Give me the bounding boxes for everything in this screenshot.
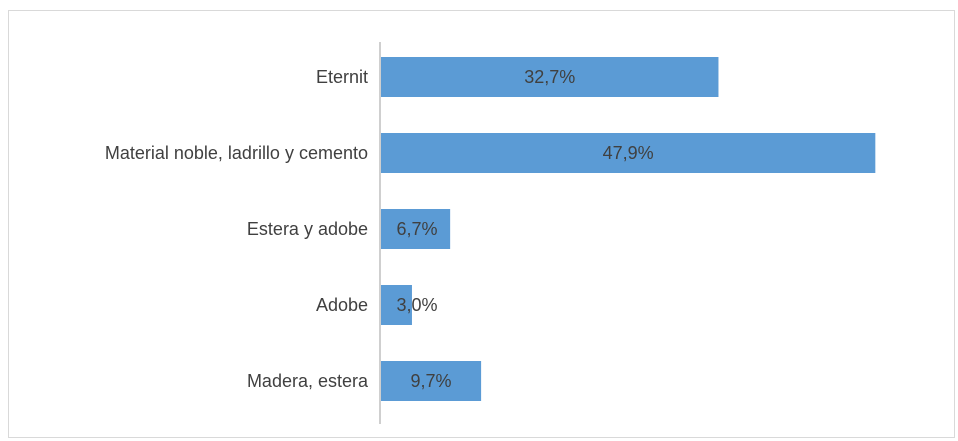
category-label-adobe: Adobe — [316, 295, 368, 315]
bars-group — [381, 57, 876, 401]
bar-material-noble-ladrillo-y-cemento — [381, 133, 876, 173]
data-label-eternit: 32,7% — [524, 67, 575, 87]
bar-madera-estera — [381, 361, 482, 401]
bar-estera-y-adobe — [381, 209, 451, 249]
data-label-estera-y-adobe: 6,7% — [396, 219, 437, 239]
category-labels-group: Eternit Material noble, ladrillo y cement… — [105, 67, 369, 391]
data-label-adobe: 3,0% — [396, 295, 437, 315]
bar-eternit — [381, 57, 719, 97]
data-labels-group: 32,7% 47,9% 6,7% 3,0% 9,7% — [396, 67, 653, 391]
data-label-material-noble-ladrillo-y-cemento: 47,9% — [603, 143, 654, 163]
category-label-eternit: Eternit — [316, 67, 368, 87]
bar-adobe — [381, 285, 412, 325]
data-label-madera-estera: 9,7% — [411, 371, 452, 391]
category-label-material-noble-ladrillo-y-cemento: Material noble, ladrillo y cemento — [105, 143, 368, 163]
category-label-madera-estera: Madera, estera — [247, 371, 369, 391]
category-label-estera-y-adobe: Estera y adobe — [247, 219, 368, 239]
